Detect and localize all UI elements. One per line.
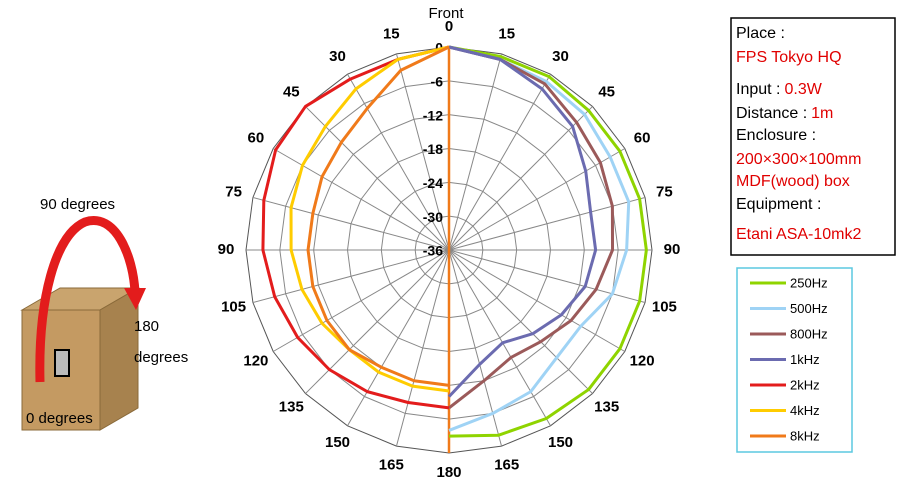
grid-spoke (448, 106, 593, 251)
info-value: 0.3W (784, 81, 822, 98)
angle-label: 15 (498, 26, 515, 43)
angle-label: 135 (279, 399, 304, 416)
info-line: Distance :1m (736, 105, 833, 122)
front-label: Front (428, 5, 464, 22)
grid-spoke (395, 249, 450, 447)
info-value: 200×300×100mm (736, 151, 861, 168)
angle-label: 75 (225, 183, 242, 200)
grid-spoke (347, 73, 450, 251)
angle-label: 150 (548, 434, 573, 451)
diagram-label: 0 degrees (26, 410, 93, 427)
info-label: Enclosure : (736, 127, 816, 144)
diagram-label: 90 degrees (40, 196, 115, 213)
series-line (289, 45, 450, 393)
legend-label: 800Hz (790, 326, 828, 341)
r-tick-label: -12 (423, 107, 443, 123)
grid-spoke (272, 148, 450, 251)
angle-label: 75 (656, 183, 673, 200)
angle-label: 60 (248, 129, 265, 146)
angle-label: 105 (221, 299, 246, 316)
angle-label: 60 (634, 129, 651, 146)
angle-label: 105 (652, 299, 677, 316)
series-line (261, 45, 450, 410)
angle-label: 135 (594, 399, 619, 416)
angle-label: 30 (552, 48, 569, 65)
legend-label: 2kHz (790, 377, 820, 392)
series-line (306, 45, 450, 387)
grid-spoke (347, 249, 450, 427)
angle-label: 165 (494, 456, 519, 473)
info-value: FPS Tokyo HQ (736, 49, 842, 66)
grid-spoke (448, 249, 593, 394)
grid-spoke (305, 106, 450, 251)
legend: 250Hz 500Hz 800Hz 1kHz 2kHz 4kHz 8kHz (750, 275, 828, 443)
grid-spoke (448, 249, 551, 427)
info-label: Distance : (736, 105, 807, 122)
r-tick-label: -24 (423, 175, 443, 191)
angle-label: 120 (630, 352, 655, 369)
r-tick-label: -18 (423, 141, 443, 157)
plot (261, 45, 648, 438)
grid-spoke (252, 196, 450, 251)
angle-label: 90 (664, 241, 681, 258)
series-line (447, 45, 598, 398)
grid-spoke (448, 196, 646, 251)
r-tick-label: -6 (431, 74, 444, 90)
legend-label: 4kHz (790, 403, 820, 418)
angle-label: 90 (218, 241, 235, 258)
info-box (730, 17, 896, 256)
angle-label: 120 (243, 352, 268, 369)
grid-spoke (448, 53, 503, 251)
angle-label: 150 (325, 434, 350, 451)
r-tick-label: 0 (435, 40, 443, 56)
angle-label: 0 (445, 18, 453, 35)
r-tick-label: -30 (423, 209, 443, 225)
grid: 0 15 15 30 30 45 45 60 60 75 75 90 90 105 105 120 120 135… (218, 18, 681, 481)
angle-label: 45 (598, 83, 615, 100)
angle-label: 180 (436, 464, 461, 481)
legend-label: 8kHz (790, 428, 820, 443)
grid-spoke (252, 249, 450, 304)
info-value: Etani ASA-10mk2 (736, 226, 862, 243)
grid-spoke (448, 249, 626, 352)
angle-label: 165 (379, 456, 404, 473)
info-label: Place : (736, 25, 785, 42)
arrow-head (124, 288, 146, 310)
legend-label: 250Hz (790, 275, 828, 290)
angle-label: 30 (329, 48, 346, 65)
legend-label: 500Hz (790, 301, 828, 316)
grid-spoke (448, 73, 551, 251)
box-side (99, 287, 139, 431)
legend-label: 1kHz (790, 352, 820, 367)
series-line (448, 45, 648, 438)
grid-spoke (448, 148, 626, 251)
r-tick-label: -36 (423, 243, 443, 259)
series-line (448, 45, 615, 410)
info-label: Input : (736, 81, 780, 98)
info-label: Equipment : (736, 196, 821, 213)
diagram-label: 180 (134, 318, 159, 335)
grid-spoke (395, 53, 450, 251)
grid-spoke (448, 249, 646, 304)
rotation-arrow (35, 216, 140, 383)
grid-spoke (448, 249, 503, 447)
angle-label: 45 (283, 83, 300, 100)
grid-spoke (272, 249, 450, 352)
info-line: Input :0.3W (736, 81, 823, 98)
info-value: 1m (811, 105, 833, 122)
angle-label: 15 (383, 26, 400, 43)
info-value: MDF(wood) box (736, 173, 850, 190)
series-line (448, 45, 631, 432)
diagram-label: degrees (134, 349, 188, 366)
speaker (54, 349, 70, 377)
